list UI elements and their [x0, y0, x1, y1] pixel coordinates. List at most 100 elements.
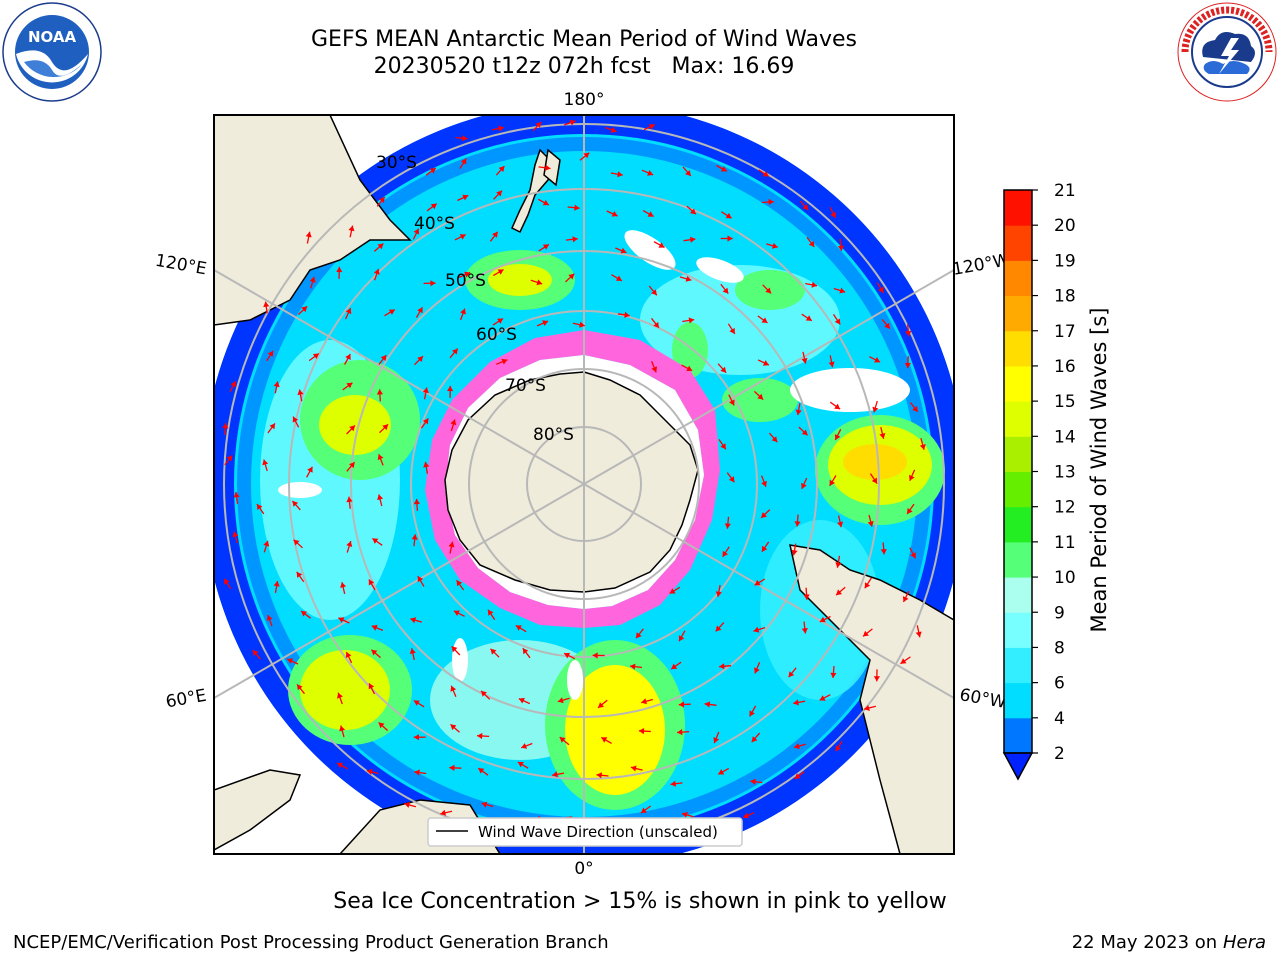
wave-direction-arrowhead [297, 684, 303, 691]
wave-direction-arrowhead [492, 231, 498, 238]
colorbar-tick-label: 13 [1054, 463, 1076, 483]
wave-direction-arrowhead [686, 365, 693, 372]
wave-direction-arrowhead [754, 579, 761, 586]
wave-direction-arrowhead [872, 406, 879, 413]
wave-direction-arrowhead [669, 588, 676, 594]
wave-direction-arrowhead [345, 308, 352, 315]
wave-direction-arrowhead [447, 385, 454, 392]
wave-direction-arrowhead [579, 321, 585, 328]
wave-direction-arrowhead [651, 289, 657, 296]
wave-direction-arrowhead [601, 737, 608, 743]
wave-direction-arrowhead [900, 658, 907, 664]
colorbar-segment [1004, 225, 1032, 261]
wave-direction-arrowhead [704, 701, 711, 708]
wave-direction-arrowhead [564, 652, 571, 659]
wave-direction-arrowhead [372, 538, 379, 544]
wave-direction-arrowhead [345, 354, 351, 360]
colorbar-segment [1004, 190, 1032, 226]
wave-direction-arrowhead [522, 648, 529, 655]
wave-direction-arrowhead [309, 276, 316, 283]
wave-direction-arrowhead [488, 609, 494, 616]
wave-direction-arrowhead [794, 773, 801, 779]
colorbar-segment [1004, 260, 1032, 297]
colorbar-tick-label: 16 [1054, 357, 1076, 377]
colorbar-tick-label: 21 [1054, 181, 1076, 201]
wave-direction-arrowhead [715, 591, 722, 597]
wave-direction-arrowhead [794, 743, 800, 750]
wave-direction-arrowhead [349, 425, 355, 432]
wave-direction-arrowhead [252, 650, 259, 656]
wave-direction-arrowhead [761, 545, 768, 552]
wave-direction-arrowhead [574, 204, 580, 211]
wave-direction-arrowhead [671, 663, 678, 670]
wave-direction-arrowhead [835, 745, 841, 752]
wave-direction-arrowhead [685, 170, 691, 176]
wave-direction-arrowhead [293, 539, 300, 546]
wave-direction-arrowhead [828, 361, 835, 368]
wave-direction-arrowhead [919, 444, 926, 450]
wave-direction-arrowhead [501, 358, 508, 365]
colorbar-segment [1004, 330, 1032, 367]
wave-direction-arrowhead [497, 269, 504, 275]
wave-direction-arrowhead [905, 331, 912, 337]
wave-direction-arrowhead [808, 241, 815, 247]
run-date: 22 May 2023 on Hera [1072, 932, 1266, 953]
svg-text:NOAA: NOAA [28, 28, 77, 46]
wave-direction-arrowhead [879, 433, 886, 439]
wave-direction-arrowhead [801, 357, 808, 364]
colorbar-tick-label: 19 [1054, 251, 1076, 271]
wave-direction-arrowhead [413, 700, 420, 706]
wave-direction-arrowhead [647, 170, 654, 176]
colorbar-tick-label: 2 [1054, 744, 1065, 764]
lon-label-lower-right: 60°W [958, 685, 1008, 713]
chart-subtitle: 20230520 t12z 072h fcst Max: 16.69 [373, 54, 795, 79]
wave-direction-arrowhead [450, 685, 457, 692]
wave-direction-arrowhead [346, 496, 353, 503]
wave-direction-arrowhead [498, 125, 504, 132]
wave-direction-arrowhead [371, 649, 378, 656]
lat-label-80: 80°S [533, 425, 574, 445]
colorbar-segment [1004, 471, 1032, 508]
wave-direction-arrowhead [521, 743, 528, 749]
wave-direction-arrowhead [346, 382, 353, 389]
wave-direction-arrowhead [462, 135, 468, 142]
wave-direction-arrowhead [805, 315, 812, 321]
wave-direction-arrowhead [429, 168, 436, 174]
wave-direction-arrowhead [794, 521, 801, 527]
wave-direction-arrowhead [368, 683, 375, 690]
wave-direction-arrowhead [795, 409, 802, 416]
wave-direction-arrowhead [863, 630, 869, 637]
wave-direction-arrowhead [715, 625, 722, 632]
wave-direction-arrowhead [801, 482, 807, 489]
wave-direction-arrowhead [411, 534, 418, 540]
wave-direction-arrowhead [404, 802, 411, 808]
wave-direction-arrowhead [615, 275, 622, 281]
wave-direction-arrowhead [583, 152, 590, 159]
wave-direction-arrowhead [267, 350, 274, 357]
wave-direction-arrowhead [536, 279, 543, 286]
wave-direction-arrowhead [273, 381, 280, 388]
wave-direction-arrowhead [456, 580, 463, 587]
wave-direction-arrowhead [368, 579, 375, 586]
wave-direction-arrowhead [624, 311, 630, 318]
wave-direction-arrowhead [340, 582, 347, 588]
wave-direction-arrowhead [273, 581, 280, 587]
wave-direction-arrowhead [801, 628, 808, 634]
wave-direction-arrowhead [496, 190, 502, 197]
wave-direction-arrowhead [819, 616, 826, 623]
colorbar-segment [1004, 541, 1032, 578]
wave-direction-arrowhead [682, 811, 688, 818]
wave-direction-arrowhead [864, 705, 870, 711]
colorbar-segment [1004, 577, 1032, 613]
wave-direction-arrowhead [262, 459, 269, 466]
wave-direction-arrowhead [378, 722, 385, 729]
wave-direction-arrowhead [904, 362, 911, 369]
wave-direction-arrowhead [478, 768, 485, 774]
wave-direction-arrowhead [266, 615, 273, 621]
wave-direction-arrowhead [269, 423, 275, 430]
wave-direction-arrowhead [754, 667, 760, 674]
wave-direction-arrowhead [422, 418, 429, 425]
wave-direction-arrowhead [497, 318, 504, 324]
wave-direction-arrowhead [263, 301, 270, 308]
